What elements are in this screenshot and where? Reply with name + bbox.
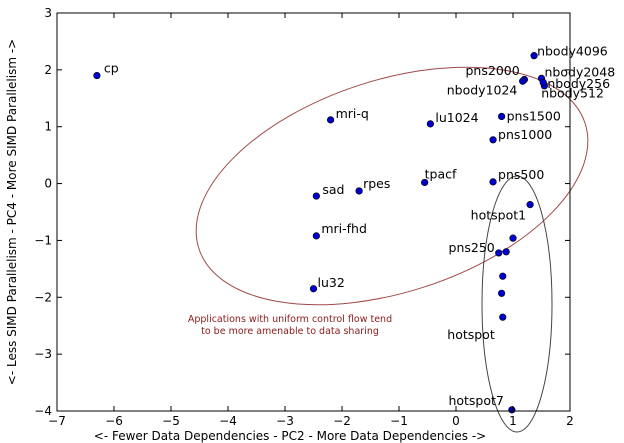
plot-frame (56, 12, 571, 412)
y-tick-label: −4 (34, 404, 52, 418)
x-tick-label: −5 (162, 414, 180, 428)
point-label: pns1000 (498, 127, 552, 142)
y-tick-label: 1 (44, 120, 52, 134)
data-point (502, 248, 510, 256)
data-point (426, 120, 434, 128)
point-label: tpacf (425, 166, 457, 181)
y-tick-label: 3 (44, 6, 52, 20)
x-tick-label: −7 (48, 414, 66, 428)
y-axis-label: <- Less SIMD Parallelism - PC4 - More SI… (5, 39, 19, 385)
data-point (499, 272, 507, 280)
data-point (312, 232, 320, 240)
x-tick-label: −4 (219, 414, 237, 428)
data-point (327, 116, 335, 124)
x-tick-label: −6 (105, 414, 123, 428)
annotation-line-2: to be more amenable to data sharing (201, 326, 379, 337)
y-tick-label: −2 (34, 290, 52, 304)
point-label: mri-fhd (321, 221, 367, 236)
point-label: nbody512 (541, 85, 604, 100)
point-label: pns500 (498, 167, 544, 182)
point-label: cp (104, 61, 119, 76)
grouping-ellipse-hotspot (481, 175, 553, 433)
point-label: nbody1024 (447, 83, 518, 98)
y-tick-label: −1 (34, 233, 52, 247)
x-tick-label: −1 (390, 414, 408, 428)
x-tick-label: 2 (566, 414, 574, 428)
data-point (519, 77, 527, 85)
annotation-line-1: Applications with uniform control flow t… (188, 314, 392, 325)
point-label: sad (322, 182, 344, 197)
data-point (508, 406, 516, 414)
point-label: hotspot (447, 327, 495, 342)
data-point (312, 192, 320, 200)
x-tick-label: −3 (276, 414, 294, 428)
point-label: hotspot1 (471, 208, 526, 223)
point-label: mri-q (336, 106, 369, 121)
point-label: lu32 (318, 275, 345, 290)
data-point (539, 78, 547, 86)
data-point (498, 112, 506, 121)
grouping-ellipse-main (195, 66, 589, 306)
data-point (526, 201, 534, 209)
data-point (421, 178, 429, 187)
point-label: nbody2048 (545, 64, 616, 79)
y-tick-label: 0 (44, 177, 52, 191)
x-axis-label: <- Fewer Data Dependencies - PC2 - More … (94, 429, 486, 443)
x-tick-label: 0 (452, 414, 460, 428)
data-point (509, 234, 517, 242)
data-point (489, 136, 497, 144)
point-label: rpes (363, 176, 390, 191)
y-tick-label: −3 (34, 347, 52, 361)
point-label: pns250 (449, 240, 495, 255)
data-point (495, 249, 503, 257)
point-label: nbody256 (547, 76, 610, 91)
data-point (93, 71, 101, 80)
y-tick-label: 2 (44, 63, 52, 77)
point-label: hotspot7 (448, 393, 503, 408)
data-point (489, 178, 497, 186)
x-tick-label: 1 (509, 414, 517, 428)
data-point (309, 285, 318, 293)
point-label: nbody4096 (537, 44, 608, 59)
point-label: pns2000 (466, 63, 520, 78)
data-point (499, 313, 507, 321)
x-tick-label: −2 (333, 414, 351, 428)
point-label: pns1500 (507, 108, 561, 123)
point-label: lu1024 (435, 110, 478, 125)
data-point (498, 289, 506, 297)
data-point (530, 52, 538, 60)
data-point (355, 187, 363, 195)
